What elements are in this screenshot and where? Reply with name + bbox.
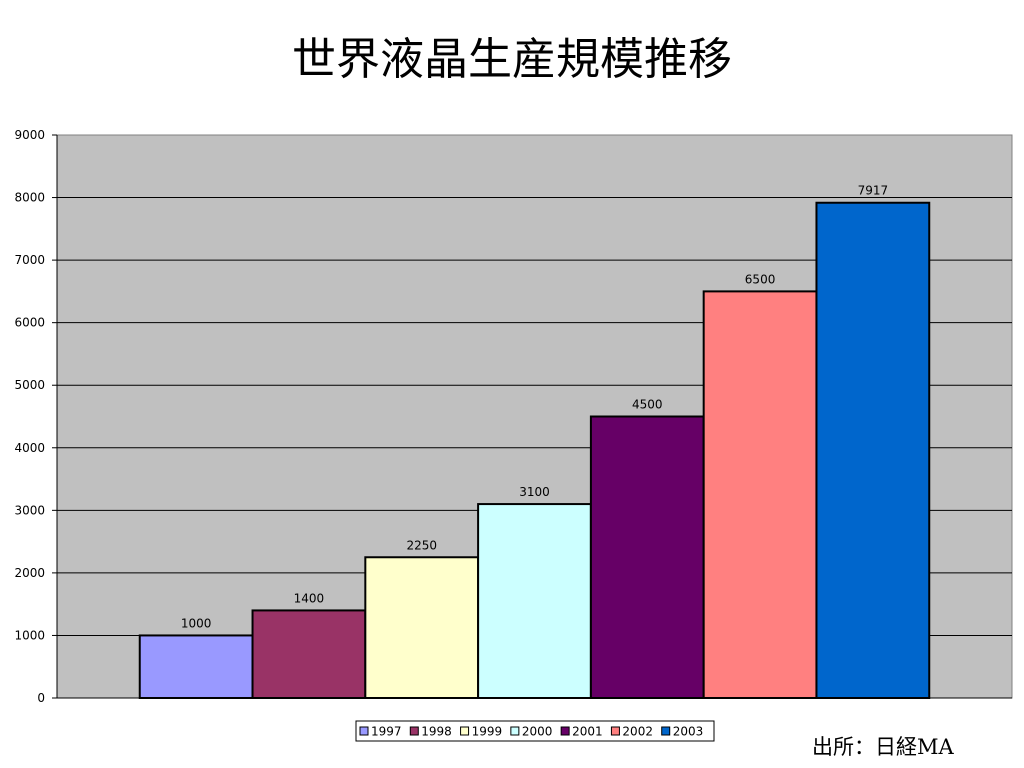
- bar-2001: [589, 415, 705, 699]
- legend-label-1998: 1998: [421, 725, 452, 739]
- data-label-2002: 6500: [745, 272, 776, 286]
- data-label-2003: 7917: [858, 184, 889, 198]
- legend-swatch-2000: [510, 726, 520, 736]
- data-label-1997: 1000: [181, 616, 212, 630]
- chart-title: 世界液晶生産規模推移: [292, 34, 732, 85]
- bar-1999: [364, 556, 480, 699]
- y-tick-label: 7000: [14, 253, 45, 267]
- data-label-2001: 4500: [632, 398, 663, 412]
- legend-swatch-2002: [610, 726, 620, 736]
- data-label-2000: 3100: [519, 485, 550, 499]
- data-label-1999: 2250: [406, 538, 437, 552]
- y-tick-label: 3000: [14, 503, 45, 517]
- legend-label-2002: 2002: [622, 725, 653, 739]
- legend-swatch-2003: [661, 726, 671, 736]
- y-tick-label: 2000: [14, 566, 45, 580]
- y-tick-label: 9000: [14, 128, 45, 142]
- y-tick-label: 8000: [14, 191, 45, 205]
- bar-2002: [702, 290, 818, 699]
- legend-label-1999: 1999: [472, 725, 503, 739]
- bar-2000: [477, 503, 592, 700]
- legend-swatch-1999: [460, 726, 470, 736]
- legend-swatch-1997: [359, 726, 369, 736]
- y-tick-label: 4000: [14, 441, 45, 455]
- legend-swatch-2001: [560, 726, 570, 736]
- bar-2003: [815, 201, 931, 699]
- legend-swatch-1998: [409, 726, 419, 736]
- bar-1998: [251, 609, 367, 700]
- legend-label-2000: 2000: [522, 725, 553, 739]
- y-tick-label: 5000: [14, 378, 45, 392]
- bar-1997: [138, 634, 254, 700]
- y-tick-label: 0: [37, 691, 45, 705]
- legend-label-2001: 2001: [572, 725, 603, 739]
- legend-label-1997: 1997: [371, 725, 402, 739]
- y-tick-label: 1000: [14, 628, 45, 642]
- legend-label-2003: 2003: [673, 725, 704, 739]
- source-note: 出所：日経MA: [812, 735, 954, 759]
- y-tick-label: 6000: [14, 316, 45, 330]
- data-label-1998: 1400: [294, 591, 325, 605]
- legend: [355, 720, 715, 742]
